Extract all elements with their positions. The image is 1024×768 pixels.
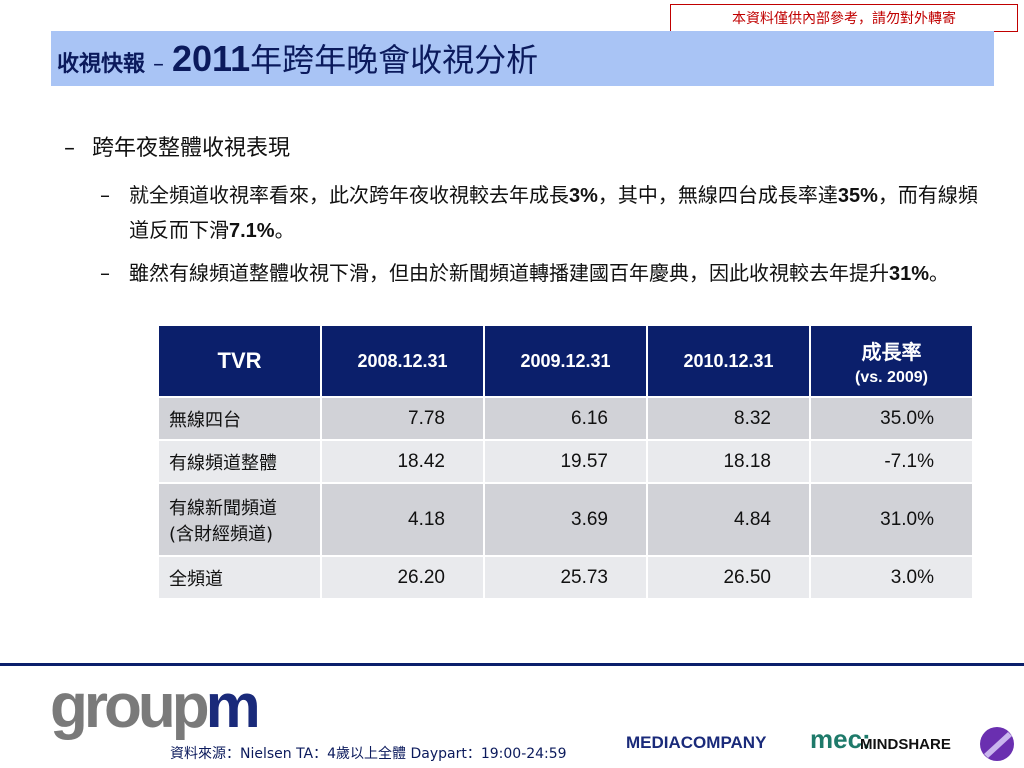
- dash: –: [64, 136, 75, 161]
- tvr-table: TVR 2008.12.31 2009.12.31 2010.12.31 成長率…: [157, 324, 974, 600]
- footer-divider: [0, 663, 1024, 666]
- header-growth-label: 成長率: [861, 341, 922, 364]
- row-label: 有線頻道整體: [159, 441, 320, 482]
- logo-part-grey: group: [50, 672, 210, 741]
- dash: –: [100, 183, 110, 207]
- cell-2010: 18.18: [648, 441, 809, 482]
- highlight-number: 3%: [569, 185, 598, 207]
- cell-2008: 26.20: [322, 557, 483, 598]
- highlight-number: 31%: [889, 263, 930, 285]
- text-fragment: 。: [274, 218, 295, 242]
- page-title: 收視快報 –2011年跨年晚會收視分析: [57, 31, 538, 86]
- mindshare-icon: [980, 727, 1014, 761]
- row-label: 無線四台: [159, 398, 320, 439]
- cell-2009: 25.73: [485, 557, 646, 598]
- bullet-item-1: – 就全頻道收視率看來，此次跨年夜收視較去年成長3%，其中，無線四台成長率達35…: [100, 178, 990, 248]
- header-2010: 2010.12.31: [648, 326, 809, 396]
- text-fragment: 就全頻道收視率看來，此次跨年夜收視較去年成長: [129, 183, 569, 207]
- text-fragment: 雖然有線頻道整體收視下滑，但由於新聞頻道轉播建國百年慶典，因此收視較去年提升: [129, 261, 889, 285]
- source-note: 資料來源：Nielsen TA：4歲以上全體 Daypart：19:00-24:…: [170, 746, 567, 762]
- cell-2009: 3.69: [485, 484, 646, 555]
- cell-growth: 35.0%: [811, 398, 972, 439]
- mindshare-logo: MINDSHARE: [860, 736, 951, 753]
- cell-2008: 7.78: [322, 398, 483, 439]
- cell-growth: 31.0%: [811, 484, 972, 555]
- table-row: 無線四台 7.78 6.16 8.32 35.0%: [159, 398, 972, 439]
- row-label-line1: 有線新聞頻道: [169, 497, 277, 519]
- cell-2008: 18.42: [322, 441, 483, 482]
- title-separator: –: [153, 52, 165, 77]
- title-rest: 年跨年晚會收視分析: [250, 41, 539, 79]
- cell-2009: 19.57: [485, 441, 646, 482]
- title-bar: 收視快報 –2011年跨年晚會收視分析: [51, 31, 994, 86]
- bullet-level1-text: 跨年夜整體收視表現: [92, 136, 291, 161]
- text-fragment: ，其中，無線四台成長率達: [597, 183, 838, 207]
- mediacompany-logo: MEDIACOMPANY: [626, 733, 767, 752]
- header-2008: 2008.12.31: [322, 326, 483, 396]
- cell-2008: 4.18: [322, 484, 483, 555]
- cell-2009: 6.16: [485, 398, 646, 439]
- cell-growth: 3.0%: [811, 557, 972, 598]
- bullet-item-2-text: 雖然有線頻道整體收視下滑，但由於新聞頻道轉播建國百年慶典，因此收視較去年提升31…: [129, 256, 990, 291]
- dash: –: [100, 261, 110, 285]
- header-tvr: TVR: [159, 326, 320, 396]
- table-header-row: TVR 2008.12.31 2009.12.31 2010.12.31 成長率…: [159, 326, 972, 396]
- table-row: 有線頻道整體 18.42 19.57 18.18 -7.1%: [159, 441, 972, 482]
- groupm-logo: groupm: [50, 676, 261, 738]
- header-growth: 成長率 (vs. 2009): [811, 326, 972, 396]
- title-year: 2011: [172, 38, 251, 79]
- table-row: 全頻道 26.20 25.73 26.50 3.0%: [159, 557, 972, 598]
- cell-growth: -7.1%: [811, 441, 972, 482]
- title-prefix: 收視快報: [57, 52, 146, 77]
- cell-2010: 8.32: [648, 398, 809, 439]
- row-label: 全頻道: [159, 557, 320, 598]
- logo-part-blue: m: [205, 672, 261, 741]
- cell-2010: 26.50: [648, 557, 809, 598]
- text-fragment: 。: [929, 261, 950, 285]
- bullet-item-1-text: 就全頻道收視率看來，此次跨年夜收視較去年成長3%，其中，無線四台成長率達35%，…: [129, 178, 990, 248]
- header-2009: 2009.12.31: [485, 326, 646, 396]
- row-label: 有線新聞頻道 (含財經頻道): [159, 484, 320, 555]
- bullet-item-2: – 雖然有線頻道整體收視下滑，但由於新聞頻道轉播建國百年慶典，因此收視較去年提升…: [100, 256, 990, 291]
- cell-2010: 4.84: [648, 484, 809, 555]
- mec-logo: mec:: [810, 724, 871, 754]
- bullet-level1: – 跨年夜整體收視表現: [64, 130, 290, 162]
- highlight-number: 35%: [837, 185, 878, 207]
- internal-notice: 本資料僅供內部參考，請勿對外轉寄: [670, 4, 1018, 32]
- header-growth-sub: (vs. 2009): [855, 368, 928, 386]
- table-row: 有線新聞頻道 (含財經頻道) 4.18 3.69 4.84 31.0%: [159, 484, 972, 555]
- highlight-number: 7.1%: [229, 220, 275, 242]
- text-fragment: ，而有線頻道反而下滑: [129, 183, 978, 242]
- row-label-line2: (含財經頻道): [169, 523, 274, 545]
